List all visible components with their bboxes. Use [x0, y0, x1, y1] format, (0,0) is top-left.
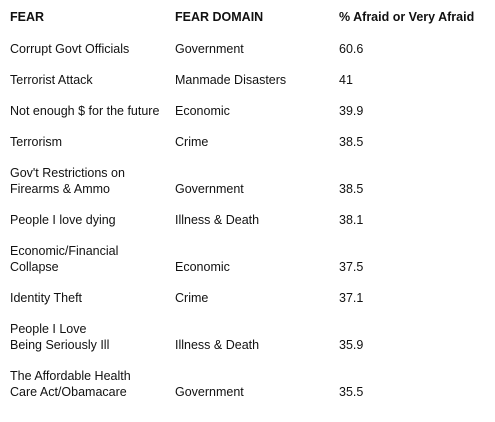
- percent-cell: 35.9: [339, 338, 364, 352]
- fear-cell: Economic/Financial Collapse: [10, 244, 119, 274]
- percent-cell: 37.5: [339, 260, 364, 274]
- percent-cell: 35.5: [339, 385, 364, 399]
- percent-cell: 60.6: [339, 42, 364, 56]
- fear-cell: Gov't Restrictions on Firearms & Ammo: [10, 166, 125, 196]
- domain-cell: Economic: [175, 260, 230, 274]
- percent-cell: 38.5: [339, 135, 364, 149]
- percent-cell: 39.9: [339, 104, 364, 118]
- domain-cell: Government: [175, 182, 244, 196]
- domain-cell: Government: [175, 42, 244, 56]
- header-fear: FEAR: [10, 10, 45, 24]
- fear-cell: Identity Theft: [10, 291, 83, 305]
- fear-cell: Terrorist Attack: [10, 73, 93, 87]
- domain-cell: Manmade Disasters: [175, 73, 287, 87]
- percent-cell: 38.5: [339, 182, 364, 196]
- percent-cell: 41: [339, 73, 353, 87]
- domain-cell: Illness & Death: [175, 213, 260, 227]
- header-fear-domain: FEAR DOMAIN: [175, 10, 264, 24]
- fear-cell: People I love dying: [10, 213, 116, 227]
- percent-cell: 37.1: [339, 291, 364, 305]
- header-percent-afraid: % Afraid or Very Afraid: [339, 10, 475, 24]
- domain-cell: Government: [175, 385, 244, 399]
- fear-cell: Corrupt Govt Officials: [10, 42, 130, 56]
- fear-cell: Terrorism: [10, 135, 63, 149]
- fear-cell: People I Love Being Seriously Ill: [10, 322, 110, 352]
- fear-cell: The Affordable Health Care Act/Obamacare: [10, 369, 131, 399]
- domain-cell: Economic: [175, 104, 230, 118]
- fear-cell: Not enough $ for the future: [10, 104, 160, 118]
- domain-cell: Illness & Death: [175, 338, 260, 352]
- domain-cell: Crime: [175, 135, 209, 149]
- percent-cell: 38.1: [339, 213, 364, 227]
- domain-cell: Crime: [175, 291, 209, 305]
